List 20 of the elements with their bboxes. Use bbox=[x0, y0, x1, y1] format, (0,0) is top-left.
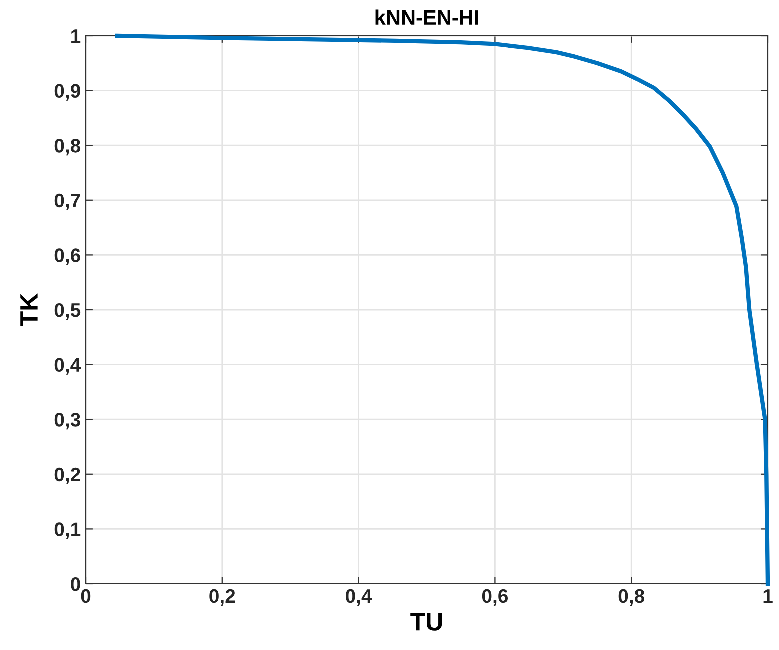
x-tick-label: 0 bbox=[81, 589, 91, 604]
y-tick-label: 0,7 bbox=[54, 194, 80, 210]
y-tick-label: 0 bbox=[71, 577, 80, 592]
y-tick-label: 0,9 bbox=[54, 84, 80, 101]
y-tick-label: 0,8 bbox=[54, 139, 81, 156]
y-tick-label: 1 bbox=[72, 30, 81, 44]
x-tick-label: 0,6 bbox=[482, 589, 508, 606]
y-tick-label: 0,5 bbox=[54, 303, 81, 320]
x-tick-label: 1 bbox=[764, 590, 773, 603]
y-tick-label: 0,2 bbox=[54, 468, 80, 484]
y-axis-title: TK bbox=[20, 294, 38, 326]
y-tick-label: 0,4 bbox=[54, 358, 82, 375]
x-tick-label: 0,8 bbox=[618, 589, 645, 606]
x-tick-label: 0,2 bbox=[210, 589, 236, 606]
x-tick-label: 0,4 bbox=[346, 589, 372, 606]
y-tick-label: 0,3 bbox=[54, 413, 80, 430]
y-tick-label: 0,1 bbox=[54, 522, 81, 540]
x-axis-title: TU bbox=[410, 613, 442, 631]
y-tick-label: 0,6 bbox=[54, 248, 80, 266]
chart-title: kNN-EN-HI bbox=[376, 10, 478, 25]
